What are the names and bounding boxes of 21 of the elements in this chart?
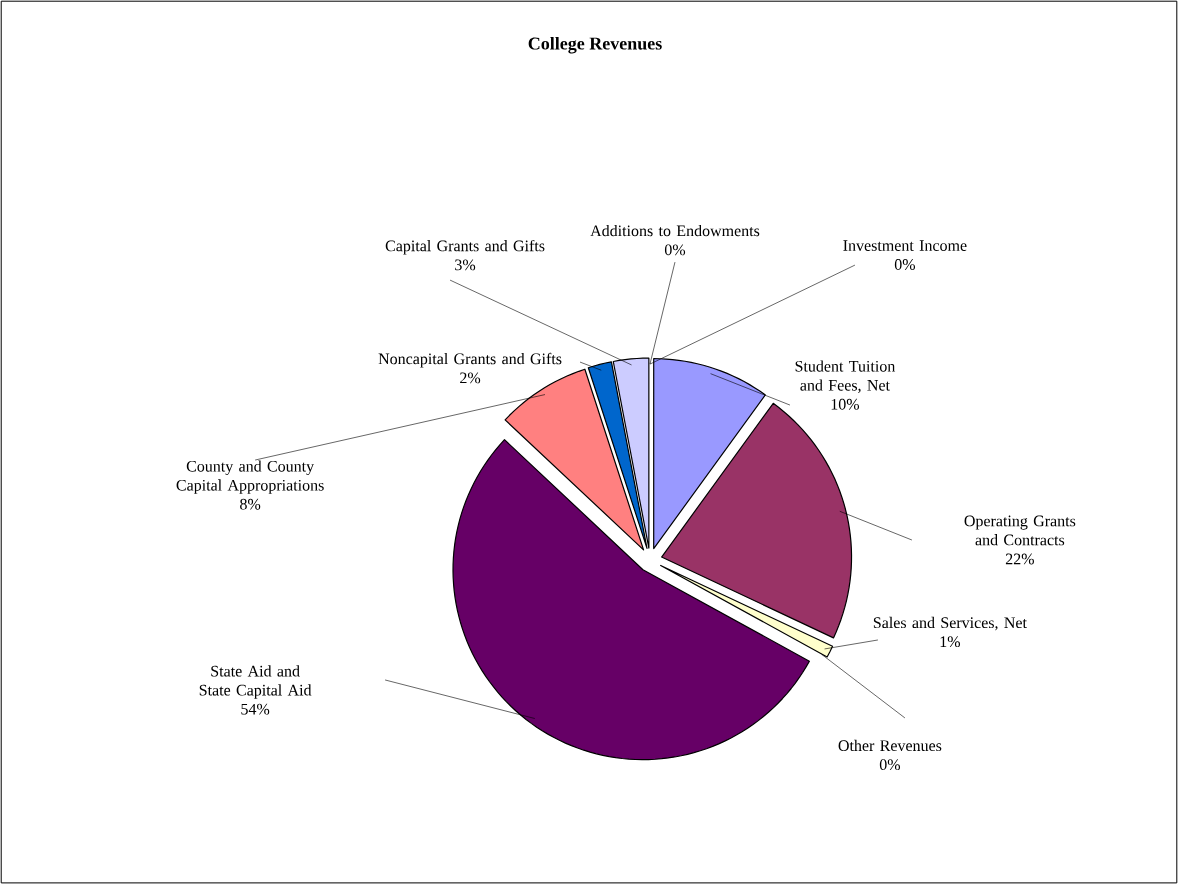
text: 0% [879, 759, 901, 771]
slice-label: County and County Capital Appropriations [176, 460, 324, 494]
data-label: 1% [940, 636, 960, 648]
category-label: Other Revenues [838, 739, 942, 751]
data-label: 2% [460, 372, 481, 384]
data-label: 8% [240, 498, 261, 510]
data-label: 10% [831, 398, 860, 410]
text: 0% [664, 244, 686, 256]
data-label: 54% [241, 703, 270, 715]
data-label: 3% [455, 259, 476, 271]
slice-label: Capital Grants and Gifts [385, 239, 545, 255]
category-label: Investment Income [843, 240, 967, 251]
chart-title: College Revenues [528, 36, 662, 54]
category-label: Additions to Endowments [590, 224, 760, 237]
slice-label: Noncapital Grants and Gifts [378, 352, 562, 368]
data-label: 22% [1005, 553, 1034, 565]
slice-label: Operating Grants and Contracts [964, 515, 1076, 546]
slice-label: State Aid and State Capital Aid [199, 665, 312, 699]
slice-label: Student Tuition and Fees, Net [795, 360, 896, 393]
text: 0% [894, 259, 916, 270]
slice-label: Sales and Services, Net [873, 616, 1027, 631]
